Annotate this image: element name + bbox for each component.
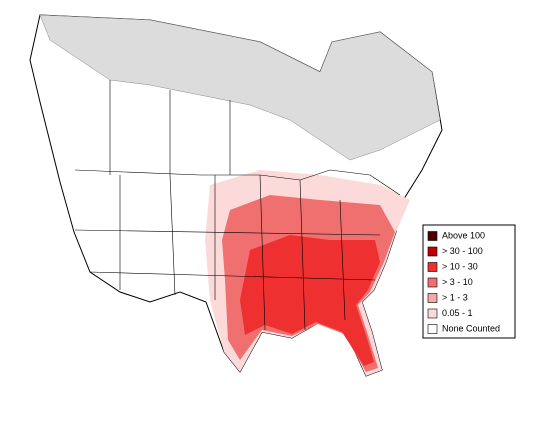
legend-swatch <box>427 324 438 334</box>
legend-swatch <box>427 246 438 257</box>
legend-label: > 10 - 30 <box>442 261 478 271</box>
legend: Above 100 > 30 - 100 > 10 - 30 > 3 - 10 > 1 … <box>427 230 500 334</box>
legend-swatch <box>427 277 438 288</box>
legend-label: 0.05 - 1 <box>442 308 473 318</box>
borders <box>74 80 401 331</box>
no-data-region <box>39 14 441 161</box>
legend-swatch <box>427 262 438 272</box>
range-high <box>240 235 380 366</box>
legend-label: None Counted <box>442 323 500 333</box>
legend-label: > 1 - 3 <box>442 292 468 302</box>
legend-box <box>422 224 516 339</box>
legend-swatch <box>427 293 438 303</box>
legend-label: Above 100 <box>442 230 485 240</box>
legend-label: > 3 - 10 <box>442 277 473 287</box>
legend-swatch <box>427 231 438 241</box>
legend-swatch <box>427 308 438 319</box>
legend-label: > 30 - 100 <box>442 246 483 256</box>
